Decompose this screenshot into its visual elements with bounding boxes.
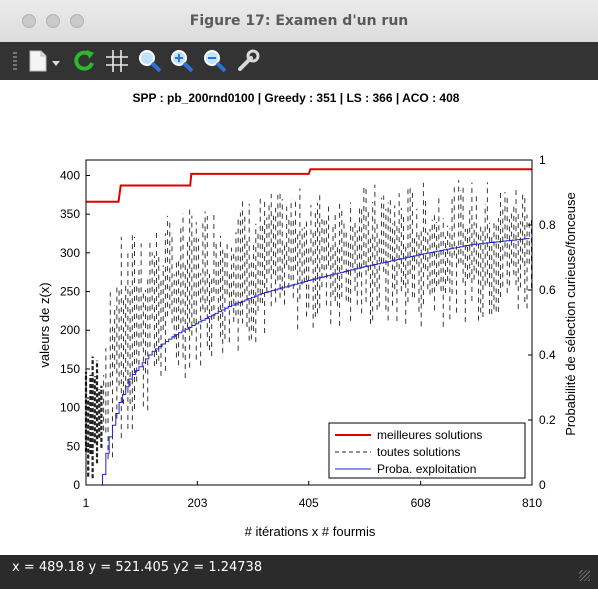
legend-entry: toutes solutions xyxy=(377,445,460,459)
chevron-down-icon xyxy=(52,61,60,66)
y2-tick-label: 0.6 xyxy=(539,283,556,297)
new-figure-dropdown[interactable] xyxy=(50,47,62,75)
y2-tick-label: 0.4 xyxy=(539,348,556,362)
best-solutions-series xyxy=(86,168,532,203)
resize-grip-icon[interactable] xyxy=(579,570,590,581)
x-tick-label: 810 xyxy=(522,496,542,510)
y2-tick-label: 0.8 xyxy=(539,218,556,232)
toolbar-grip-icon[interactable] xyxy=(13,52,17,72)
y2-tick-label: 0.2 xyxy=(539,413,556,427)
zoom-out-button[interactable] xyxy=(201,47,229,75)
zoom-button[interactable] xyxy=(136,47,164,75)
grid-button[interactable] xyxy=(103,47,131,75)
chart-title: SPP : pb_200rnd0100 | Greedy : 351 | LS … xyxy=(133,91,460,105)
zoom-in-icon xyxy=(171,50,194,73)
title-bar: Figure 17: Examen d'un run xyxy=(0,0,598,43)
minimize-window-button[interactable] xyxy=(46,14,60,28)
y-tick-label: 100 xyxy=(60,401,80,415)
y2-axis-label: Probabilité de sélection curieuse/fonceu… xyxy=(563,192,578,436)
y-tick-label: 200 xyxy=(60,323,80,337)
legend-entry: Proba. exploitation xyxy=(377,462,476,476)
y-axis-label: valeurs de z(x) xyxy=(37,282,52,367)
proba-exploitation-line xyxy=(86,238,530,486)
status-bar: x = 489.18 y = 521.405 y2 = 1.24738 xyxy=(0,555,598,589)
y-tick-label: 250 xyxy=(60,285,80,299)
zoom-icon xyxy=(139,50,162,73)
close-window-button[interactable] xyxy=(22,14,36,28)
toolbar xyxy=(0,42,598,80)
maximize-window-button[interactable] xyxy=(70,14,84,28)
axes: 0 50 100 150 200 250 300 350 400 0 0.2 0.4 0.6 0.8 1 1 2… xyxy=(60,153,556,510)
refresh-button[interactable] xyxy=(70,47,98,75)
refresh-icon xyxy=(74,50,94,71)
y-tick-label: 350 xyxy=(60,207,80,221)
coordinates-readout: x = 489.18 y = 521.405 y2 = 1.24738 xyxy=(12,560,263,575)
new-document-icon xyxy=(29,50,47,72)
y-tick-label: 0 xyxy=(73,478,80,492)
y-tick-label: 150 xyxy=(60,362,80,376)
x-axis-label: # itérations x # fourmis xyxy=(245,524,376,539)
legend: meilleures solutions toutes solutions Prob… xyxy=(328,422,526,479)
x-tick-label: 1 xyxy=(83,496,90,510)
plot-area[interactable]: SPP : pb_200rnd0100 | Greedy : 351 | LS … xyxy=(12,80,586,555)
best-solutions-line xyxy=(86,168,532,203)
x-tick-label: 405 xyxy=(299,496,319,510)
y-tick-label: 300 xyxy=(60,246,80,260)
y2-tick-label: 0 xyxy=(539,478,546,492)
settings-button[interactable] xyxy=(234,47,262,75)
chart[interactable]: SPP : pb_200rnd0100 | Greedy : 351 | LS … xyxy=(12,80,586,555)
all-solutions-series xyxy=(84,180,532,479)
legend-entry: meilleures solutions xyxy=(377,428,482,442)
zoom-out-icon xyxy=(204,50,227,73)
zoom-in-button[interactable] xyxy=(168,47,196,75)
new-figure-button[interactable] xyxy=(24,47,52,75)
x-tick-label: 608 xyxy=(411,496,431,510)
settings-wrench-icon xyxy=(238,49,260,71)
x-tick-label: 203 xyxy=(187,496,207,510)
y2-tick-label: 1 xyxy=(539,153,546,167)
y-tick-label: 50 xyxy=(67,439,81,453)
window-title: Figure 17: Examen d'un run xyxy=(189,13,409,29)
grid-icon xyxy=(106,50,128,72)
y-tick-label: 400 xyxy=(60,168,80,182)
proba-exploitation-series xyxy=(86,238,530,486)
